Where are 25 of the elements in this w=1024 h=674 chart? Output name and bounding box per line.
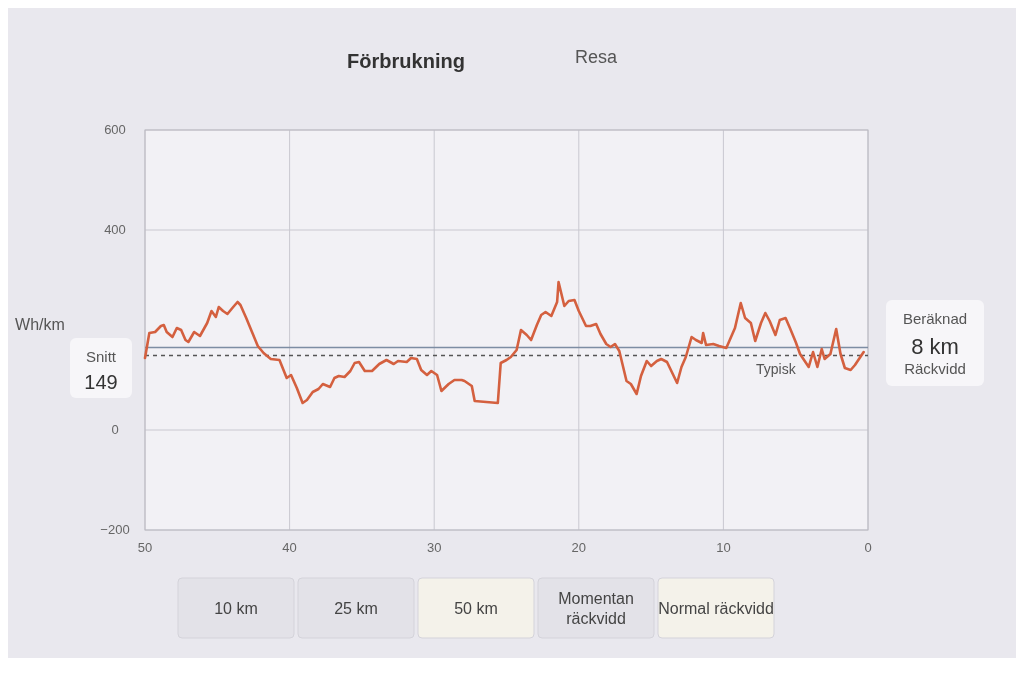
chart-title: Förbrukning [347, 50, 465, 72]
text: 8 km [911, 334, 959, 359]
x-tick-label: 30 [426, 540, 442, 555]
text: Normal räckvidd [658, 600, 774, 617]
text: Snitt [85, 348, 117, 365]
text: 25 km [334, 600, 378, 617]
text: Räckvidd [904, 360, 966, 377]
y-tick-label: 0 [111, 422, 119, 437]
text: Momentan räckvidd [558, 590, 634, 627]
text: Resa [574, 47, 618, 67]
text: 10 km [214, 600, 258, 617]
x-tick-label: 0 [864, 540, 872, 555]
y-axis-title: Wh/km [15, 316, 65, 333]
y-tick-label: 400 [104, 222, 126, 237]
text: Beräknad [902, 310, 968, 327]
x-tick-label: 10 [716, 540, 731, 555]
x-tick-label: 40 [282, 540, 297, 555]
text: 149 [84, 371, 118, 393]
x-tick-label: 50 [137, 540, 153, 555]
y-tick-label: 600 [104, 122, 126, 137]
ref-line-label: Typisk [756, 360, 797, 377]
x-tick-label: 20 [571, 540, 587, 555]
y-tick-label: −200 [100, 522, 130, 537]
line-series [143, 280, 865, 405]
text: 50 km [454, 600, 498, 617]
